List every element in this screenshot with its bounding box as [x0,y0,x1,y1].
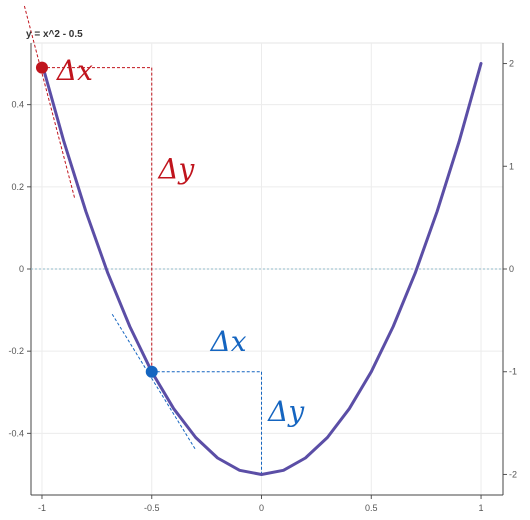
x-tick-label: 0.5 [365,503,378,513]
x-tick-label: 0 [259,503,264,513]
x-tick-label: -0.5 [144,503,160,513]
delta-y-label: Δy [267,395,305,428]
curve-point [145,365,158,378]
y-tick-label: 0.4 [11,100,24,110]
delta-x-label: Δx [56,54,93,87]
curve-line [40,62,483,476]
y-tick-label: -0.4 [8,428,24,438]
right-y-tick-label: 1 [509,161,514,171]
tangent-line [111,313,197,451]
x-tick-label: -1 [38,503,46,513]
delta-y-label: Δy [157,153,195,186]
delta-x-label: Δx [210,325,247,358]
curve-point [35,61,48,74]
y-tick-label: 0 [19,264,24,274]
tangent-line [23,5,76,200]
right-y-tick-label: -1 [509,367,517,377]
right-y-tick-label: 2 [509,59,514,69]
right-y-tick-label: 0 [509,264,514,274]
y-tick-label: 0.2 [11,182,24,192]
right-y-tick-label: -2 [509,469,517,479]
y-tick-label: -0.2 [8,346,24,356]
x-tick-label: 1 [479,503,484,513]
chart-title: y = x^2 - 0.5 [26,29,83,40]
